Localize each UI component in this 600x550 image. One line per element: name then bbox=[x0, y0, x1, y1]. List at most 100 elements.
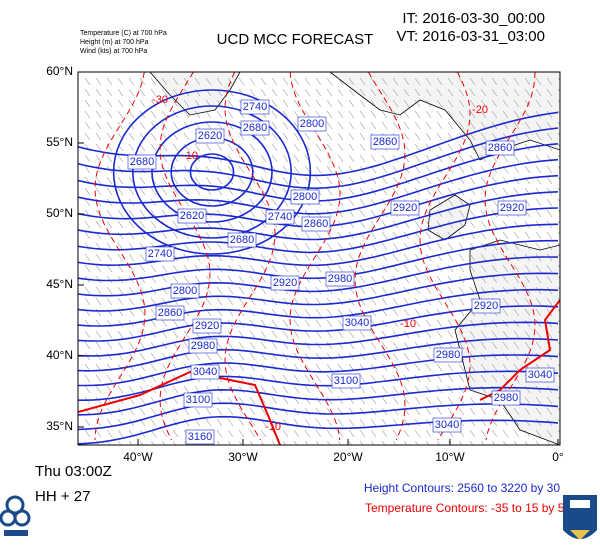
wind-barb bbox=[293, 132, 300, 141]
wind-barb bbox=[183, 132, 190, 141]
wind-barb bbox=[84, 429, 91, 438]
wind-barb bbox=[557, 319, 560, 324]
wind-barb bbox=[381, 363, 388, 372]
wind-barb bbox=[282, 110, 289, 119]
label-box bbox=[190, 364, 220, 380]
wind-barb bbox=[84, 330, 91, 339]
wind-barb bbox=[150, 418, 157, 427]
wind-barb bbox=[304, 99, 311, 108]
wind-barb bbox=[414, 110, 421, 119]
wind-barb bbox=[315, 253, 322, 262]
wind-barb bbox=[205, 275, 212, 284]
wind-barb bbox=[194, 275, 201, 284]
wind-barb bbox=[106, 418, 113, 427]
wind-barb bbox=[315, 176, 322, 185]
wind-barb bbox=[95, 176, 102, 185]
wind-barb bbox=[238, 110, 245, 119]
wind-barb bbox=[128, 209, 135, 218]
wind-barb bbox=[304, 418, 311, 427]
wind-barb bbox=[436, 396, 443, 405]
wind-barb bbox=[106, 154, 113, 163]
wind-barb bbox=[282, 264, 289, 273]
wind-barb bbox=[513, 363, 520, 372]
wind-barb bbox=[535, 209, 542, 218]
wind-barb bbox=[414, 341, 421, 350]
wind-barb bbox=[392, 77, 399, 86]
wind-barb bbox=[502, 154, 509, 163]
wind-barb bbox=[447, 77, 454, 86]
wind-barb bbox=[326, 121, 333, 130]
wind-barb bbox=[524, 88, 531, 97]
wind-barb bbox=[469, 264, 476, 273]
wind-barb bbox=[359, 286, 366, 295]
height-label: 2740 bbox=[243, 101, 267, 113]
wind-barb bbox=[172, 77, 179, 86]
wind-barb bbox=[95, 418, 102, 427]
label-box bbox=[265, 209, 295, 225]
wind-barb bbox=[172, 407, 179, 416]
wind-barb bbox=[458, 198, 465, 207]
wind-barb bbox=[436, 286, 443, 295]
label-box bbox=[170, 283, 200, 299]
label-box bbox=[183, 392, 213, 408]
wind-barb bbox=[326, 374, 333, 383]
height-label: 3040 bbox=[193, 366, 217, 378]
wind-barb bbox=[348, 110, 355, 119]
wind-barb bbox=[392, 154, 399, 163]
wind-barb bbox=[128, 220, 135, 229]
lon-label: 0° bbox=[552, 450, 564, 464]
wind-barb bbox=[326, 154, 333, 163]
wind-barb bbox=[359, 198, 366, 207]
wind-barb bbox=[183, 242, 190, 251]
wind-barb bbox=[326, 253, 333, 262]
wind-barb bbox=[337, 286, 344, 295]
wind-barb bbox=[161, 374, 168, 383]
wind-barb bbox=[436, 198, 443, 207]
wind-barb bbox=[128, 143, 135, 152]
wind-barb bbox=[491, 77, 498, 86]
lon-label: 30°W bbox=[228, 450, 258, 464]
wind-barb bbox=[535, 132, 542, 141]
wind-barb bbox=[348, 198, 355, 207]
label-box bbox=[297, 116, 327, 132]
wind-barb bbox=[513, 99, 520, 108]
wind-barb bbox=[84, 187, 91, 196]
wind-barb bbox=[480, 429, 487, 438]
wind-barb bbox=[139, 264, 146, 273]
wind-barb bbox=[238, 132, 245, 141]
wind-barb bbox=[95, 187, 102, 196]
wind-barb bbox=[535, 308, 542, 317]
label-box bbox=[270, 275, 300, 291]
wind-barb bbox=[260, 77, 267, 86]
wind-barb bbox=[128, 132, 135, 141]
wind-barb bbox=[326, 418, 333, 427]
wind-barb bbox=[227, 286, 234, 295]
wind-barb bbox=[480, 121, 487, 130]
wind-barb bbox=[524, 154, 531, 163]
wind-barb bbox=[425, 132, 432, 141]
wind-barb bbox=[491, 275, 498, 284]
height-label: 2680 bbox=[243, 122, 267, 134]
wind-barb bbox=[293, 165, 300, 174]
height-label: 3100 bbox=[334, 375, 358, 387]
wind-barb bbox=[282, 319, 289, 328]
wind-barb bbox=[128, 385, 135, 394]
label-box bbox=[227, 232, 257, 248]
wind-barb bbox=[95, 77, 102, 86]
wind-barb bbox=[370, 99, 377, 108]
wind-barb bbox=[348, 396, 355, 405]
wind-barb bbox=[414, 154, 421, 163]
label-box bbox=[390, 200, 420, 216]
wind-barb bbox=[458, 407, 465, 416]
height-label: 3160 bbox=[188, 431, 212, 443]
height-label: 2680 bbox=[230, 234, 254, 246]
wind-barb bbox=[403, 319, 410, 328]
wind-barb bbox=[381, 242, 388, 251]
wind-barb bbox=[469, 385, 476, 394]
height-label: 2860 bbox=[373, 136, 397, 148]
wind-barb bbox=[480, 154, 487, 163]
wind-barb bbox=[535, 242, 542, 251]
wind-barb bbox=[513, 308, 520, 317]
wind-barb bbox=[491, 374, 498, 383]
wind-barb bbox=[557, 165, 560, 170]
